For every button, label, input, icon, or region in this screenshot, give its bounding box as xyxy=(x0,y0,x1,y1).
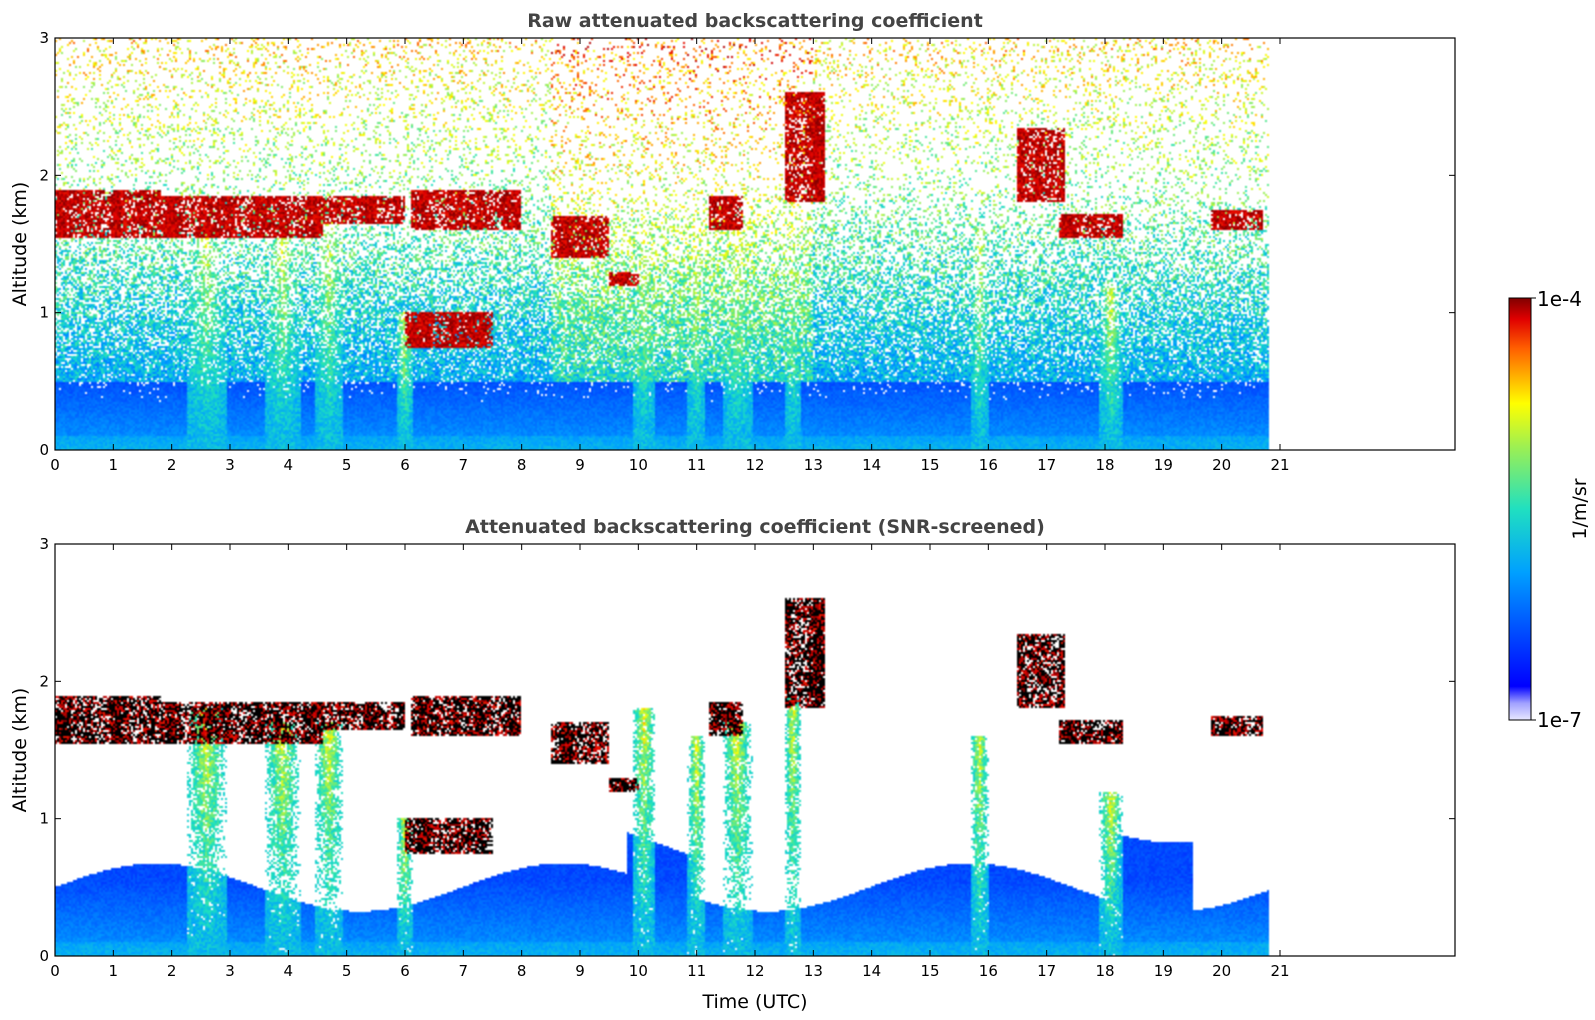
panel1-title: Raw attenuated backscattering coefficien… xyxy=(527,10,983,32)
panel2-heatmap xyxy=(55,544,1455,956)
x-tick-label: 13 xyxy=(804,456,823,474)
x-tick-label: 3 xyxy=(225,962,235,980)
x-tick-label: 18 xyxy=(1095,456,1114,474)
x-tick-label: 10 xyxy=(629,456,648,474)
x-tick-label: 6 xyxy=(400,962,410,980)
y-tick-label: 1 xyxy=(39,810,49,828)
colorbar-min-label: 1e-7 xyxy=(1537,708,1582,732)
y-tick-label: 0 xyxy=(39,441,49,459)
colorbar: 1e-4 1e-7 1/m/sr xyxy=(1508,287,1591,732)
x-tick-label: 2 xyxy=(167,456,177,474)
x-tick-label: 5 xyxy=(342,456,352,474)
x-tick-label: 0 xyxy=(50,456,60,474)
x-tick-label: 20 xyxy=(1212,962,1231,980)
x-tick-label: 7 xyxy=(459,962,469,980)
x-tick-label: 12 xyxy=(745,456,764,474)
x-tick-label: 19 xyxy=(1154,962,1173,980)
panel2-xlabel: Time (UTC) xyxy=(701,991,807,1013)
x-tick-label: 9 xyxy=(575,962,585,980)
x-tick-label: 19 xyxy=(1154,456,1173,474)
x-tick-label: 15 xyxy=(920,456,939,474)
colorbar-label: 1/m/sr xyxy=(1569,478,1591,539)
raw-backscatter-panel: Raw attenuated backscattering coefficien… xyxy=(9,10,1456,474)
colorbar-gradient xyxy=(1508,297,1532,721)
panel2-title: Attenuated backscattering coefficient (S… xyxy=(465,516,1045,538)
x-tick-label: 4 xyxy=(284,962,294,980)
panel2-x-ticks: 0 1 2 3 4 5 6 7 8 9 10 11 12 13 14 15 16 17 18 19 20 21 xyxy=(50,544,1290,980)
x-tick-label: 16 xyxy=(979,456,998,474)
y-tick-label: 3 xyxy=(39,29,49,47)
x-tick-label: 1 xyxy=(109,456,119,474)
x-tick-label: 14 xyxy=(862,962,881,980)
y-tick-label: 2 xyxy=(39,166,49,184)
x-tick-label: 11 xyxy=(687,962,706,980)
x-tick-label: 5 xyxy=(342,962,352,980)
x-tick-label: 4 xyxy=(284,456,294,474)
panel1-ylabel: Altitude (km) xyxy=(9,182,31,307)
x-tick-label: 17 xyxy=(1037,962,1056,980)
x-tick-label: 9 xyxy=(575,456,585,474)
x-tick-label: 7 xyxy=(459,456,469,474)
x-tick-label: 18 xyxy=(1095,962,1114,980)
x-tick-label: 6 xyxy=(400,456,410,474)
panel1-y-ticks: 0 1 2 3 xyxy=(39,29,1455,459)
x-tick-label: 21 xyxy=(1270,456,1289,474)
panel2-ylabel: Altitude (km) xyxy=(9,688,31,813)
panel1-x-ticks: 0 1 2 3 4 5 6 7 8 9 10 11 12 13 14 15 16 17 18 19 20 21 xyxy=(50,38,1290,474)
y-tick-label: 2 xyxy=(39,672,49,690)
x-tick-label: 12 xyxy=(745,962,764,980)
x-tick-label: 3 xyxy=(225,456,235,474)
y-tick-label: 3 xyxy=(39,535,49,553)
x-tick-label: 15 xyxy=(920,962,939,980)
x-tick-label: 14 xyxy=(862,456,881,474)
y-tick-label: 1 xyxy=(39,304,49,322)
x-tick-label: 20 xyxy=(1212,456,1231,474)
panel1-heatmap xyxy=(55,38,1455,450)
x-tick-label: 11 xyxy=(687,456,706,474)
heatmap-image xyxy=(55,38,1455,450)
x-tick-label: 13 xyxy=(804,962,823,980)
x-tick-label: 2 xyxy=(167,962,177,980)
x-tick-label: 17 xyxy=(1037,456,1056,474)
y-tick-label: 0 xyxy=(39,947,49,965)
x-tick-label: 0 xyxy=(50,962,60,980)
x-tick-label: 16 xyxy=(979,962,998,980)
x-tick-label: 10 xyxy=(629,962,648,980)
panel2-y-ticks: 0 1 2 3 xyxy=(39,535,1455,965)
x-tick-label: 8 xyxy=(517,456,527,474)
screened-backscatter-panel: Attenuated backscattering coefficient (S… xyxy=(9,516,1456,1013)
x-tick-label: 1 xyxy=(109,962,119,980)
x-tick-label: 8 xyxy=(517,962,527,980)
colorbar-max-label: 1e-4 xyxy=(1537,287,1582,311)
heatmap-image xyxy=(55,544,1455,956)
x-tick-label: 21 xyxy=(1270,962,1289,980)
